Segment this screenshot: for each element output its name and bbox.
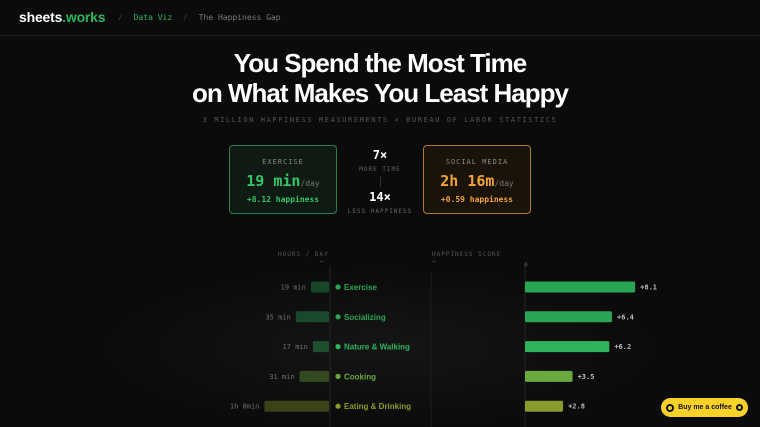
happiness-bar: [525, 311, 613, 323]
time-label: 17 min: [283, 343, 308, 351]
exercise-time: 19 min: [246, 172, 301, 190]
category-dot: [335, 403, 341, 409]
social-media-stat-card: SOCIAL MEDIA 2h 16m/day +0.59 happiness: [423, 145, 531, 214]
less-happiness-label: LESS HAPPINESS: [347, 208, 413, 215]
happiness-bar: [525, 370, 573, 382]
hours-axis-arrow-icon: ←: [320, 258, 324, 265]
exercise-label: EXERCISE: [262, 158, 304, 166]
more-time-label: MORE TIME: [359, 166, 401, 173]
happiness-bar: [525, 341, 610, 353]
time-label: 31 min: [269, 373, 294, 381]
category-label: Cooking: [344, 372, 376, 381]
chart-rows: 19 min Exercise +8.1 35 min Socializing +6.4 1…: [230, 281, 657, 412]
time-label: 35 min: [265, 313, 290, 321]
time-bar: [295, 311, 329, 323]
time-bar: [264, 400, 329, 412]
chart-row-socializing: 35 min Socializing +6.4: [265, 311, 634, 323]
time-bar: [310, 281, 329, 293]
category-dot: [335, 344, 341, 350]
brand-logo[interactable]: sheets.works: [19, 9, 106, 25]
happiness-label: +3.5: [578, 373, 595, 381]
buy-me-a-coffee-button[interactable]: Buy me a coffee: [661, 398, 748, 417]
chart-row-nature-walking: 17 min Nature & Walking +6.2: [283, 341, 631, 353]
category-dot: [335, 314, 341, 320]
time-label: 1h 8min: [230, 403, 260, 411]
coffee-logo-icon: [735, 404, 743, 411]
time-bar: [299, 370, 329, 382]
happiness-label: +2.8: [568, 403, 585, 411]
page-title-line-2: on What Makes You Least Happy: [191, 78, 569, 108]
brand-name: sheets: [19, 9, 63, 25]
happiness-axis-arrow-icon: →: [432, 258, 436, 265]
less-happiness-value: 14×: [369, 190, 391, 204]
happiness-bar: [525, 400, 564, 412]
time-label: 19 min: [281, 284, 306, 292]
chart-row-exercise: 19 min Exercise +8.1: [281, 281, 657, 293]
happiness-label: +6.4: [617, 313, 634, 321]
category-label: Socializing: [344, 313, 386, 322]
breadcrumb-data-viz[interactable]: Data Viz: [133, 13, 173, 22]
top-bar: sheets.works / Data Viz / The Happiness …: [0, 0, 760, 36]
time-bar: [312, 341, 329, 353]
brand-accent: works: [65, 9, 106, 25]
social-media-happiness: +0.59 happiness: [440, 195, 514, 204]
exercise-time-value: 19 min/day: [230, 172, 336, 190]
social-media-time-value: 2h 16m/day: [424, 172, 530, 190]
exercise-stat-card: EXERCISE 19 min/day +8.12 happiness: [229, 145, 337, 214]
more-time-value: 7×: [372, 148, 388, 162]
multiplier-divider: [380, 176, 381, 187]
breadcrumb-separator: /: [118, 13, 123, 22]
category-dot: [335, 373, 341, 379]
page-title: You Spend the Most Time on What Makes Yo…: [0, 48, 760, 108]
page-title-line-1: You Spend the Most Time: [233, 48, 527, 78]
category-label: Eating & Drinking: [344, 402, 411, 411]
category-dot: [335, 284, 341, 290]
breadcrumb-separator: /: [183, 13, 188, 22]
less-happiness-multiplier: 14× LESS HAPPINESS: [345, 190, 415, 215]
social-media-label: SOCIAL MEDIA: [445, 158, 509, 166]
happiness-label: +8.1: [640, 284, 657, 292]
exercise-time-unit: /day: [300, 179, 320, 188]
exercise-happiness: +8.12 happiness: [246, 195, 320, 204]
happiness-bar: [525, 281, 636, 293]
social-media-time-unit: /day: [494, 179, 514, 188]
chart-row-cooking: 31 min Cooking +3.5: [269, 370, 595, 382]
more-time-multiplier: 7× MORE TIME: [345, 148, 415, 173]
hours-axis-label: HOURS / DAY: [278, 251, 329, 258]
happiness-zero-tick: 0: [524, 262, 528, 269]
coffee-cup-icon: [666, 403, 675, 412]
happiness-axis-label: HAPPINESS SCORE: [432, 251, 502, 258]
category-label: Exercise: [344, 283, 377, 292]
happiness-label: +6.2: [614, 343, 631, 351]
chart-row-eating-drinking: 1h 8min Eating & Drinking +2.8: [230, 400, 585, 412]
breadcrumb-current-page: The Happiness Gap: [198, 13, 281, 22]
brand-dot: .: [62, 9, 66, 25]
buy-me-a-coffee-label: Buy me a coffee: [678, 404, 732, 411]
social-media-time: 2h 16m: [440, 172, 495, 190]
breadcrumb: / Data Viz / The Happiness Gap: [112, 13, 281, 22]
page-subtitle: 3 MILLION HAPPINESS MEASUREMENTS × BUREA…: [202, 116, 558, 124]
category-label: Nature & Walking: [344, 343, 410, 352]
